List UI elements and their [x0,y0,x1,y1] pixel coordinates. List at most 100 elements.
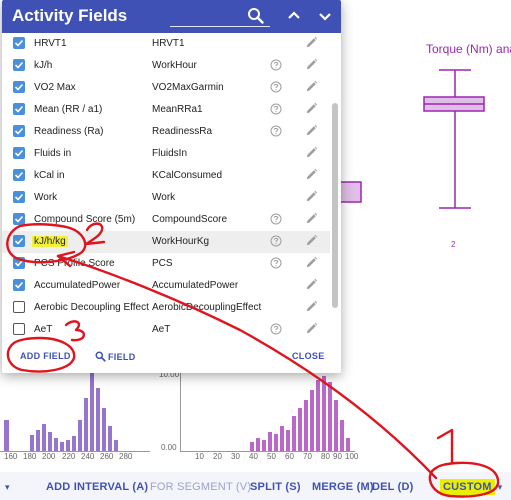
help-icon[interactable] [270,103,282,118]
field-checkbox[interactable] [13,235,25,247]
help-icon[interactable] [270,125,282,140]
field-name: Aerobic Decoupling Effect [34,302,149,313]
field-row[interactable]: Mean (RR / a1) MeanRRa1 [2,99,330,121]
field-name: Compound Score (5m) [34,214,136,225]
help-icon[interactable] [270,257,282,272]
custom-button-label: CUSTOM [440,479,495,495]
field-checkbox[interactable] [13,59,25,71]
x-tick: 90 [333,452,342,461]
field-checkbox[interactable] [13,191,25,203]
custom-caret-icon: ▾ [497,482,503,492]
field-code: AeT [152,324,171,335]
field-checkbox[interactable] [13,81,25,93]
field-row[interactable]: AeT AeT [2,319,330,338]
search-icon [95,351,106,362]
field-code: FluidsIn [152,148,188,159]
x-tick: 180 [23,452,37,461]
x-tick: 10 [195,452,204,461]
field-checkbox[interactable] [13,323,25,335]
field-name: Readiness (Ra) [34,126,104,137]
field-name: AeT [34,324,53,335]
field-row[interactable]: AccumulatedPower AccumulatedPower [2,275,330,297]
box-partial-left [340,181,362,203]
field-checkbox[interactable] [13,147,25,159]
field-checkbox[interactable] [13,279,25,291]
x-tick: 200 [42,452,56,461]
field-row[interactable]: Work Work [2,187,330,209]
edit-pencil-icon[interactable] [305,102,318,118]
for-segment-button[interactable]: FOR SEGMENT (V) [150,481,252,493]
field-row[interactable]: kJ/h WorkHour [2,55,330,77]
help-icon[interactable] [270,235,282,250]
field-row[interactable]: Compound Score (5m) CompoundScore [2,209,330,231]
field-name: kCal in [34,170,65,181]
search-input[interactable] [170,26,270,27]
field-code: AccumulatedPower [152,280,239,291]
split-button[interactable]: SPLIT (S) [250,481,301,493]
field-code: VO2MaxGarmin [152,82,224,93]
custom-button[interactable]: CUSTOM ▾ [440,479,503,495]
field-checkbox[interactable] [13,37,25,49]
field-code: PCS [152,258,173,269]
x-tick: 70 [303,452,312,461]
close-button[interactable]: CLOSE [292,351,325,361]
edit-pencil-icon[interactable] [305,80,318,96]
field-search-button[interactable]: FIELD [95,351,136,362]
add-field-button[interactable]: ADD FIELD [20,351,71,361]
x-tick: 40 [249,452,258,461]
chevron-up-icon[interactable] [285,7,303,25]
field-row[interactable]: VO2 Max VO2MaxGarmin [2,77,330,99]
field-name: Mean (RR / a1) [34,104,103,115]
edit-pencil-icon[interactable] [305,168,318,184]
help-icon[interactable] [270,213,282,228]
field-name: Fluids in [34,148,72,159]
checkmark-icon [14,237,24,245]
interval-toolbar: ▾ ADD INTERVAL (A) FOR SEGMENT (V) SPLIT… [0,472,511,500]
field-checkbox[interactable] [13,103,25,115]
histogram-left [0,372,150,452]
field-checkbox[interactable] [13,169,25,181]
delete-button[interactable]: DEL (D) [372,481,414,493]
x-tick: 50 [267,452,276,461]
field-row[interactable]: Fluids in FluidsIn [2,143,330,165]
checkmark-icon [14,127,24,135]
checkmark-icon [14,171,24,179]
edit-pencil-icon[interactable] [305,322,318,338]
edit-pencil-icon[interactable] [305,300,318,316]
merge-button[interactable]: MERGE (M) [312,481,374,493]
edit-pencil-icon[interactable] [305,36,318,52]
add-interval-button[interactable]: ADD INTERVAL (A) [46,481,149,493]
field-checkbox[interactable] [13,301,25,313]
field-row[interactable]: HRVT1 HRVT1 [2,33,330,55]
edit-pencil-icon[interactable] [305,278,318,294]
edit-pencil-icon[interactable] [305,124,318,140]
field-row[interactable]: Readiness (Ra) ReadinessRa [2,121,330,143]
field-checkbox[interactable] [13,257,25,269]
edit-pencil-icon[interactable] [305,190,318,206]
field-row[interactable]: Aerobic Decoupling Effect AerobicDecoupli… [2,297,330,319]
checkmark-icon [14,281,24,289]
field-row[interactable]: kJ/h/kg WorkHourKg [2,231,330,253]
field-checkbox[interactable] [13,125,25,137]
dialog-header: Activity Fields [2,0,341,33]
field-checkbox[interactable] [13,213,25,225]
field-name: kJ/h [34,60,53,71]
field-row[interactable]: PCS Profile Score PCS [2,253,330,275]
edit-pencil-icon[interactable] [305,256,318,272]
edit-pencil-icon[interactable] [305,212,318,228]
list-scrollbar[interactable] [332,103,338,308]
search-icon[interactable] [247,7,265,25]
edit-pencil-icon[interactable] [305,58,318,74]
help-icon[interactable] [270,323,282,338]
field-row[interactable]: kCal in KCalConsumed [2,165,330,187]
help-icon[interactable] [270,59,282,74]
field-name: PCS Profile Score [34,258,115,269]
toolbar-caret[interactable]: ▾ [5,482,10,492]
field-name: HRVT1 [34,38,67,49]
edit-pencil-icon[interactable] [305,234,318,250]
x-tick: 20 [213,452,222,461]
chevron-down-icon[interactable] [316,7,334,25]
edit-pencil-icon[interactable] [305,146,318,162]
help-icon[interactable] [270,81,282,96]
dialog-footer: ADD FIELD FIELD CLOSE [2,338,341,373]
